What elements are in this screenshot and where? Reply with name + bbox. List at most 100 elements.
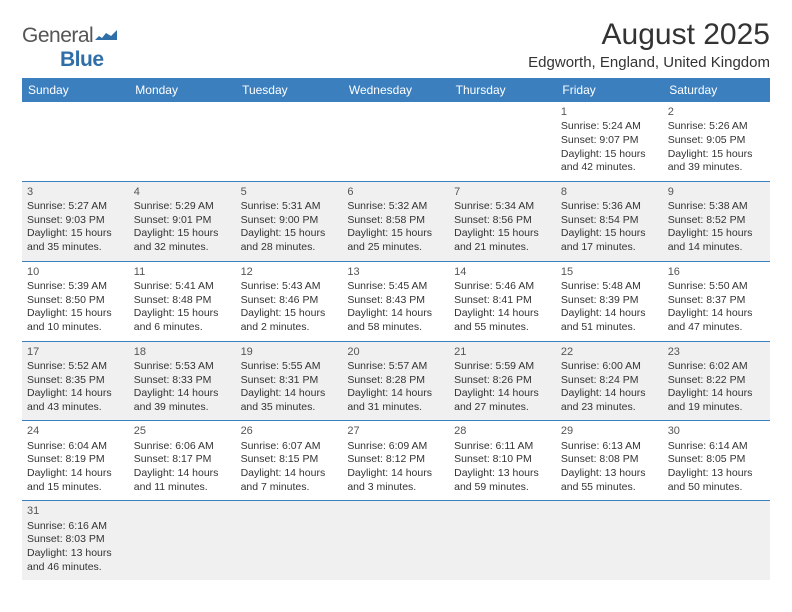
sunrise-line: Sunrise: 5:26 AM	[668, 120, 765, 134]
sunset-line: Sunset: 8:58 PM	[347, 214, 444, 228]
daylight-line: Daylight: 14 hours and 3 minutes.	[347, 467, 444, 494]
daylight-line: Daylight: 15 hours and 28 minutes.	[241, 227, 338, 254]
calendar-cell: 30Sunrise: 6:14 AMSunset: 8:05 PMDayligh…	[663, 421, 770, 501]
day-number: 16	[668, 265, 765, 279]
sunset-line: Sunset: 8:10 PM	[454, 453, 551, 467]
sunrise-line: Sunrise: 5:34 AM	[454, 200, 551, 214]
daylight-line: Daylight: 14 hours and 47 minutes.	[668, 307, 765, 334]
day-number: 31	[27, 504, 124, 518]
day-number: 28	[454, 424, 551, 438]
weekday-row: SundayMondayTuesdayWednesdayThursdayFrid…	[22, 78, 770, 102]
day-number: 3	[27, 185, 124, 199]
calendar-cell: 11Sunrise: 5:41 AMSunset: 8:48 PMDayligh…	[129, 261, 236, 341]
day-number: 17	[27, 345, 124, 359]
calendar-cell: 21Sunrise: 5:59 AMSunset: 8:26 PMDayligh…	[449, 341, 556, 421]
calendar-cell: 16Sunrise: 5:50 AMSunset: 8:37 PMDayligh…	[663, 261, 770, 341]
calendar-row: 31Sunrise: 6:16 AMSunset: 8:03 PMDayligh…	[22, 501, 770, 580]
calendar-cell-empty	[129, 501, 236, 580]
sunset-line: Sunset: 8:19 PM	[27, 453, 124, 467]
sunset-line: Sunset: 9:00 PM	[241, 214, 338, 228]
daylight-line: Daylight: 15 hours and 35 minutes.	[27, 227, 124, 254]
sunrise-line: Sunrise: 6:16 AM	[27, 520, 124, 534]
daylight-line: Daylight: 14 hours and 58 minutes.	[347, 307, 444, 334]
calendar-cell-empty	[449, 102, 556, 181]
calendar-cell: 20Sunrise: 5:57 AMSunset: 8:28 PMDayligh…	[342, 341, 449, 421]
sunrise-line: Sunrise: 5:50 AM	[668, 280, 765, 294]
sunrise-line: Sunrise: 6:00 AM	[561, 360, 658, 374]
calendar-cell: 26Sunrise: 6:07 AMSunset: 8:15 PMDayligh…	[236, 421, 343, 501]
sunset-line: Sunset: 8:50 PM	[27, 294, 124, 308]
calendar-cell-empty	[129, 102, 236, 181]
day-number: 6	[347, 185, 444, 199]
sunrise-line: Sunrise: 5:57 AM	[347, 360, 444, 374]
sunset-line: Sunset: 8:31 PM	[241, 374, 338, 388]
calendar-cell-empty	[663, 501, 770, 580]
sunset-line: Sunset: 8:15 PM	[241, 453, 338, 467]
day-number: 11	[134, 265, 231, 279]
calendar-cell: 9Sunrise: 5:38 AMSunset: 8:52 PMDaylight…	[663, 181, 770, 261]
sunrise-line: Sunrise: 6:06 AM	[134, 440, 231, 454]
flag-icon	[95, 24, 117, 47]
calendar-cell: 19Sunrise: 5:55 AMSunset: 8:31 PMDayligh…	[236, 341, 343, 421]
sunset-line: Sunset: 8:54 PM	[561, 214, 658, 228]
sunrise-line: Sunrise: 5:38 AM	[668, 200, 765, 214]
calendar-cell: 24Sunrise: 6:04 AMSunset: 8:19 PMDayligh…	[22, 421, 129, 501]
month-title: August 2025	[528, 18, 770, 52]
sunrise-line: Sunrise: 5:32 AM	[347, 200, 444, 214]
sunset-line: Sunset: 8:56 PM	[454, 214, 551, 228]
sunrise-line: Sunrise: 5:43 AM	[241, 280, 338, 294]
daylight-line: Daylight: 15 hours and 14 minutes.	[668, 227, 765, 254]
logo-part1: General	[22, 24, 93, 47]
calendar-table: SundayMondayTuesdayWednesdayThursdayFrid…	[22, 78, 770, 580]
day-number: 7	[454, 185, 551, 199]
sunrise-line: Sunrise: 6:14 AM	[668, 440, 765, 454]
weekday-header: Thursday	[449, 78, 556, 102]
calendar-cell: 10Sunrise: 5:39 AMSunset: 8:50 PMDayligh…	[22, 261, 129, 341]
daylight-line: Daylight: 14 hours and 15 minutes.	[27, 467, 124, 494]
calendar-cell: 6Sunrise: 5:32 AMSunset: 8:58 PMDaylight…	[342, 181, 449, 261]
calendar-cell: 4Sunrise: 5:29 AMSunset: 9:01 PMDaylight…	[129, 181, 236, 261]
day-number: 25	[134, 424, 231, 438]
sunset-line: Sunset: 8:37 PM	[668, 294, 765, 308]
day-number: 24	[27, 424, 124, 438]
sunset-line: Sunset: 8:12 PM	[347, 453, 444, 467]
sunrise-line: Sunrise: 5:27 AM	[27, 200, 124, 214]
sunset-line: Sunset: 8:43 PM	[347, 294, 444, 308]
calendar-cell-empty	[449, 501, 556, 580]
sunrise-line: Sunrise: 5:39 AM	[27, 280, 124, 294]
sunrise-line: Sunrise: 5:59 AM	[454, 360, 551, 374]
weekday-header: Wednesday	[342, 78, 449, 102]
calendar-body: 1Sunrise: 5:24 AMSunset: 9:07 PMDaylight…	[22, 102, 770, 580]
day-number: 8	[561, 185, 658, 199]
location: Edgworth, England, United Kingdom	[528, 54, 770, 71]
logo: GeneralBlue	[22, 24, 117, 72]
daylight-line: Daylight: 14 hours and 31 minutes.	[347, 387, 444, 414]
sunrise-line: Sunrise: 6:13 AM	[561, 440, 658, 454]
day-number: 9	[668, 185, 765, 199]
weekday-header: Saturday	[663, 78, 770, 102]
calendar-cell: 8Sunrise: 5:36 AMSunset: 8:54 PMDaylight…	[556, 181, 663, 261]
weekday-header: Friday	[556, 78, 663, 102]
sunrise-line: Sunrise: 5:41 AM	[134, 280, 231, 294]
calendar-row: 1Sunrise: 5:24 AMSunset: 9:07 PMDaylight…	[22, 102, 770, 181]
sunset-line: Sunset: 9:01 PM	[134, 214, 231, 228]
day-number: 19	[241, 345, 338, 359]
header: GeneralBlue August 2025 Edgworth, Englan…	[22, 18, 770, 72]
calendar-cell: 18Sunrise: 5:53 AMSunset: 8:33 PMDayligh…	[129, 341, 236, 421]
logo-text: GeneralBlue	[22, 24, 117, 72]
daylight-line: Daylight: 14 hours and 43 minutes.	[27, 387, 124, 414]
calendar-cell: 29Sunrise: 6:13 AMSunset: 8:08 PMDayligh…	[556, 421, 663, 501]
calendar-cell: 2Sunrise: 5:26 AMSunset: 9:05 PMDaylight…	[663, 102, 770, 181]
daylight-line: Daylight: 14 hours and 55 minutes.	[454, 307, 551, 334]
sunrise-line: Sunrise: 5:31 AM	[241, 200, 338, 214]
calendar-cell: 13Sunrise: 5:45 AMSunset: 8:43 PMDayligh…	[342, 261, 449, 341]
sunset-line: Sunset: 8:08 PM	[561, 453, 658, 467]
daylight-line: Daylight: 15 hours and 2 minutes.	[241, 307, 338, 334]
sunset-line: Sunset: 8:28 PM	[347, 374, 444, 388]
logo-part2: Blue	[60, 48, 104, 71]
sunset-line: Sunset: 8:17 PM	[134, 453, 231, 467]
daylight-line: Daylight: 14 hours and 11 minutes.	[134, 467, 231, 494]
calendar-cell-empty	[236, 501, 343, 580]
calendar-head: SundayMondayTuesdayWednesdayThursdayFrid…	[22, 78, 770, 102]
title-block: August 2025 Edgworth, England, United Ki…	[528, 18, 770, 71]
